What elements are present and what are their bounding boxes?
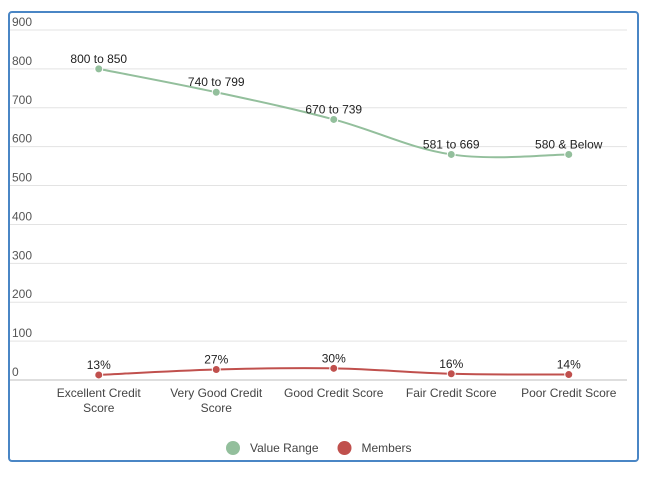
y-tick-label: 200 <box>12 287 32 301</box>
legend-label: Members <box>361 441 411 455</box>
data-label: 14% <box>557 358 581 372</box>
x-axis-categories: Excellent Credit Score Very Good Credit Sco… <box>57 386 617 415</box>
y-tick-label: 800 <box>12 54 32 68</box>
data-label: 670 to 739 <box>305 102 362 116</box>
grid-lines <box>10 29 627 381</box>
data-point <box>564 149 574 159</box>
data-label: 13% <box>87 358 111 372</box>
data-point <box>94 64 104 74</box>
chart-frame <box>8 11 639 462</box>
data-point <box>211 87 221 97</box>
data-label: 30% <box>322 351 346 365</box>
x-category-label: Poor Credit Score <box>521 386 617 400</box>
data-point <box>94 370 104 380</box>
x-category-label: Excellent Credit Score <box>57 386 142 415</box>
data-label: 16% <box>439 357 463 371</box>
data-point <box>446 369 456 379</box>
series-value-range: 800 to 850 740 to 799 670 to 739 581 to 669… <box>70 52 603 159</box>
data-point <box>329 363 339 373</box>
data-label: 27% <box>204 353 228 367</box>
y-tick-label: 300 <box>12 248 32 262</box>
data-point <box>329 114 339 124</box>
data-label: 740 to 799 <box>188 75 245 89</box>
series-layer: 800 to 850 740 to 799 670 to 739 581 to 669… <box>70 52 603 380</box>
y-tick-label: 600 <box>12 132 32 146</box>
series-members: 13% 27% 30% 16% 14% <box>87 351 581 380</box>
x-category-label: Good Credit Score <box>284 386 384 400</box>
y-tick-label: 100 <box>12 326 32 340</box>
legend-swatch <box>337 441 352 455</box>
legend-swatch <box>226 441 240 455</box>
y-axis-ticks: 0 100 200 300 400 500 600 700 800 900 <box>12 15 32 379</box>
y-tick-label: 400 <box>12 209 32 223</box>
y-tick-label: 900 <box>12 15 32 29</box>
data-point <box>564 370 574 380</box>
data-label: 581 to 669 <box>423 137 480 151</box>
y-tick-label: 700 <box>12 93 32 107</box>
data-point <box>211 365 221 374</box>
legend: Value Range Members <box>226 441 412 455</box>
data-label: 800 to 850 <box>70 52 127 66</box>
data-point <box>446 149 456 159</box>
legend-label: Value Range <box>250 441 319 455</box>
x-category-label: Fair Credit Score <box>406 386 497 400</box>
x-category-label: Very Good Credit Score <box>170 386 263 415</box>
y-tick-label: 0 <box>12 365 19 379</box>
y-tick-label: 500 <box>12 171 32 185</box>
data-label: 580 & Below <box>535 137 603 151</box>
